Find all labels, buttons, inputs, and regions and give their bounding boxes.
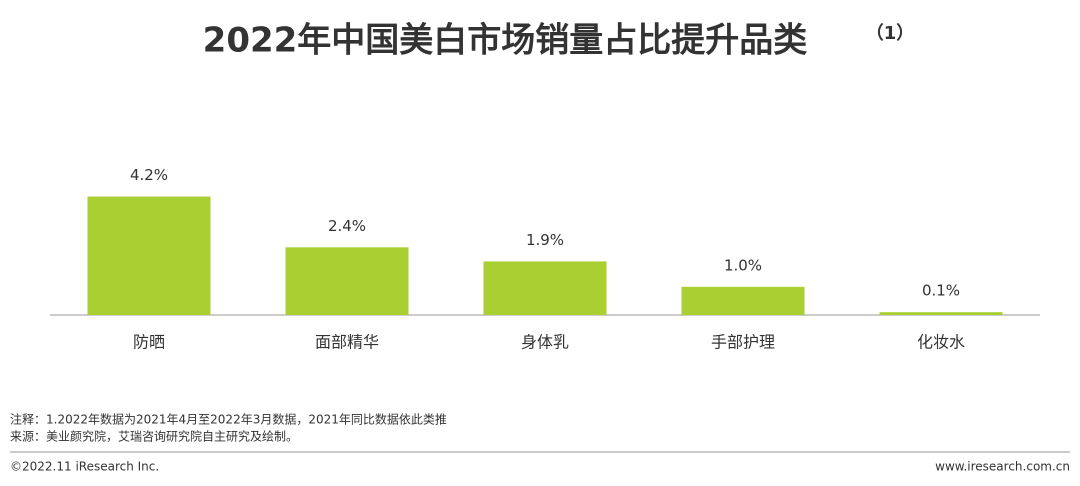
- value-label: 1.9%: [526, 231, 564, 249]
- x-tick-label: 身体乳: [521, 333, 569, 352]
- footer-right: www.iresearch.com.cn: [935, 460, 1070, 474]
- value-label: 2.4%: [328, 217, 366, 235]
- x-tick-label: 面部精华: [315, 333, 379, 352]
- title-note: （1）: [866, 23, 915, 44]
- chart-title: 2022年中国美白市场销量占比提升品类: [203, 21, 808, 61]
- x-tick-label: 防晒: [133, 333, 165, 352]
- value-label: 1.0%: [724, 256, 762, 274]
- footer-left: ©2022.11 iResearch Inc.: [10, 460, 159, 474]
- bar: [285, 247, 409, 315]
- x-tick-label: 化妆水: [917, 333, 965, 352]
- note: 注释：1.2022年数据为2021年4月至2022年3月数据，2021年同比数据…: [10, 412, 447, 427]
- value-label: 4.2%: [130, 166, 168, 184]
- bar: [483, 261, 607, 315]
- x-tick-label: 手部护理: [711, 333, 775, 352]
- bar: [681, 286, 805, 315]
- value-label: 0.1%: [922, 282, 960, 300]
- bar: [87, 196, 211, 315]
- bar: [879, 312, 1003, 315]
- note: 来源：美业颜究院，艾瑞咨询研究院自主研究及绘制。: [10, 429, 298, 444]
